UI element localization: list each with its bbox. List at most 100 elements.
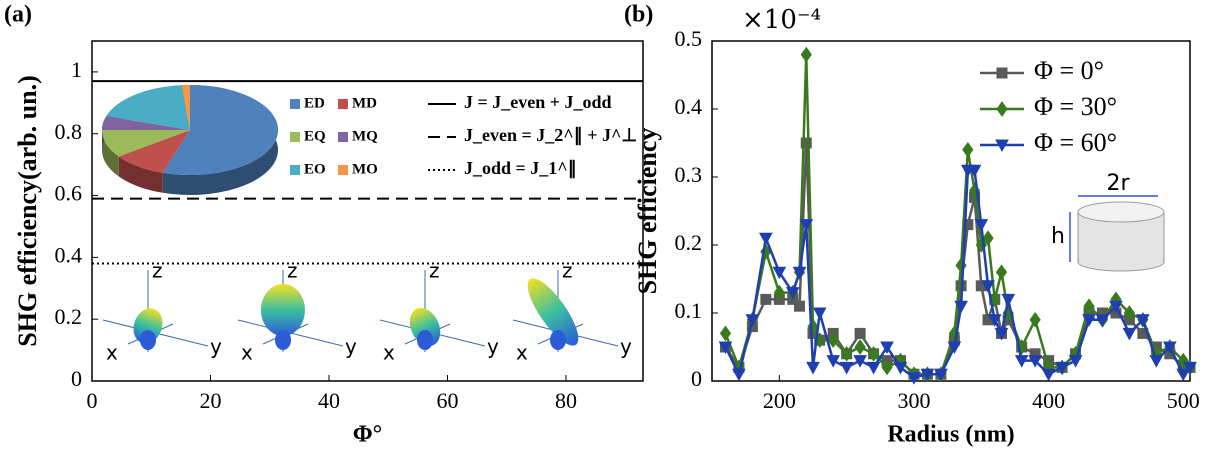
legend-label: J_even = J_2^∥ + J^⊥ (464, 125, 637, 146)
marker (800, 137, 812, 149)
marker (934, 368, 948, 382)
x-tick-label: 80 (555, 388, 577, 413)
marker (1183, 361, 1197, 375)
marker (996, 101, 1008, 117)
marker (1068, 355, 1083, 368)
marker (854, 339, 866, 355)
marker (841, 345, 853, 362)
legend-swatch (338, 99, 348, 109)
marker (907, 372, 921, 385)
pie-side (102, 130, 119, 177)
legend-swatch (338, 132, 348, 142)
marker (853, 355, 867, 368)
marker (1014, 355, 1029, 368)
pattern-axis-label: y (210, 335, 222, 359)
radiation-pattern (417, 330, 433, 350)
x-tick-label: 400 (1032, 388, 1065, 413)
marker (800, 46, 812, 63)
scale-note: ×10⁻⁴ (742, 5, 821, 35)
y-tick-label: 0.4 (55, 242, 83, 267)
pie-slice (102, 130, 190, 157)
marker (1123, 305, 1136, 321)
y-tick-label: 0.8 (55, 119, 83, 144)
legend-swatch (290, 99, 300, 109)
legend-label: Φ = 60° (1034, 128, 1117, 157)
y-tick-label: 1 (71, 57, 82, 82)
marker (995, 139, 1009, 153)
legend-label: ED (304, 95, 325, 111)
legend-label: J = J_even + J_odd (464, 92, 612, 112)
legend-swatch (338, 165, 348, 175)
marker (881, 359, 893, 376)
marker (759, 232, 773, 246)
x-tick-label: 200 (763, 388, 796, 413)
marker (1083, 298, 1095, 315)
y-tick-label: 0 (691, 366, 702, 391)
x-tick-label: 500 (1167, 388, 1200, 413)
marker (1162, 341, 1177, 355)
pie-slice (118, 130, 190, 173)
radiation-pattern (133, 308, 163, 344)
y-axis-label: SHG efficiency (633, 128, 662, 295)
legend-swatch (290, 132, 300, 142)
pattern-axis-label: z (429, 259, 440, 283)
marker (719, 325, 732, 342)
legend-label: Φ = 0° (1034, 56, 1104, 85)
radiation-pattern (275, 330, 291, 350)
pattern-axis-label: y (345, 335, 357, 359)
marker (772, 266, 787, 280)
legend-label: MD (352, 95, 377, 111)
marker (718, 341, 733, 355)
pattern-axis-label: x (516, 341, 528, 365)
pattern-axis-label: z (287, 259, 298, 283)
radiation-pattern (409, 307, 441, 347)
marker (995, 264, 1008, 281)
radiation-pattern (261, 284, 305, 336)
radiation-pattern (550, 330, 566, 350)
y-tick-label: 0.1 (675, 298, 703, 323)
marker (974, 219, 989, 232)
x-tick-label: 40 (318, 388, 340, 413)
y-tick-label: 0.6 (55, 181, 83, 206)
legend-label: MO (352, 161, 378, 177)
marker (760, 293, 772, 305)
marker (954, 300, 968, 314)
marker (1029, 311, 1041, 328)
marker (839, 361, 854, 375)
x-tick-label: 300 (897, 388, 930, 413)
marker (785, 287, 800, 300)
cylinder-inset (1069, 195, 1165, 272)
plot-frame (91, 40, 644, 382)
annotation: 2r (1106, 171, 1130, 196)
marker (745, 314, 760, 327)
x-tick-label: 20 (199, 388, 221, 413)
marker (1109, 300, 1123, 314)
y-tick-label: 0.3 (675, 162, 703, 187)
x-axis-label: Φ° (353, 422, 383, 448)
marker (947, 341, 962, 355)
pie-slice (181, 85, 190, 130)
marker (981, 280, 995, 293)
marker (920, 368, 935, 382)
pattern-axis-label: y (620, 335, 632, 359)
x-axis-label: Radius (nm) (887, 422, 1014, 448)
marker (1082, 314, 1096, 327)
legend-label: J_odd = J_1^∥ (464, 158, 577, 179)
marker (826, 355, 841, 368)
x-tick-label: 0 (87, 388, 98, 413)
pattern-axis-label: y (487, 335, 499, 359)
legend-swatch (290, 165, 300, 175)
marker (792, 266, 807, 280)
marker (866, 361, 881, 375)
pie-side (118, 156, 163, 193)
pie-slice (106, 85, 190, 130)
marker (994, 327, 1009, 341)
marker (1041, 368, 1056, 382)
marker (880, 341, 894, 355)
y-tick-label: 0.2 (55, 304, 83, 329)
marker (773, 284, 785, 301)
marker (1095, 314, 1110, 327)
y-tick-label: 0.2 (675, 230, 703, 255)
marker (867, 345, 880, 362)
